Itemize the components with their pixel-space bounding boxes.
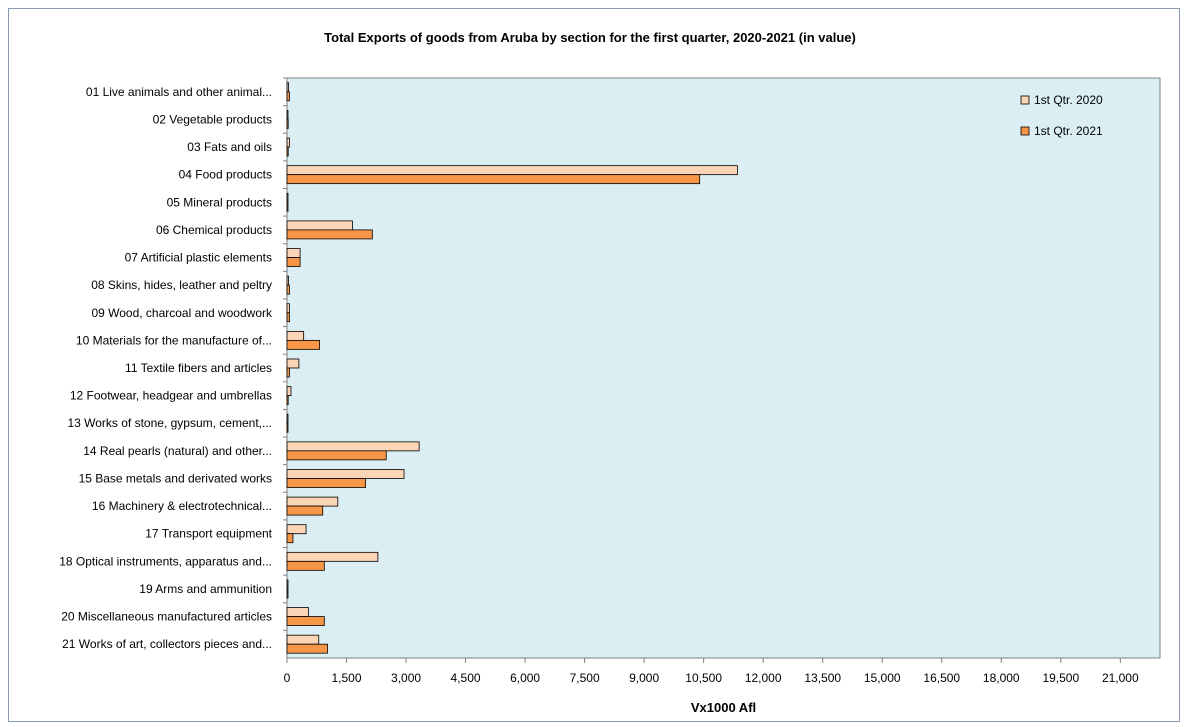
bar-2020-21	[286, 634, 320, 645]
bar-2021-9	[286, 312, 290, 323]
bar-2020-2	[286, 110, 289, 120]
x-tick-label: 16,500	[923, 671, 960, 685]
x-tick-label: 13,500	[804, 671, 841, 685]
x-tick-label: 18,000	[983, 671, 1020, 685]
category-label: 11 Textile fibers and articles	[125, 361, 272, 375]
category-label: 13 Works of stone, gypsum, cement,...	[67, 416, 272, 430]
x-tick-label: 6,000	[510, 671, 540, 685]
legend: 1st Qtr. 2020 1st Qtr. 2021	[1020, 93, 1103, 138]
category-label: 16 Machinery & electrotechnical...	[92, 499, 272, 513]
bar-2021-8	[286, 284, 290, 295]
bar-2020-18	[286, 551, 379, 562]
bar-2021-13	[286, 422, 289, 433]
x-axis-title: Vx1000 Afl	[690, 700, 757, 715]
x-tick-label: 0	[284, 671, 291, 685]
bar-2020-3	[286, 137, 290, 148]
bar-2020-15	[286, 469, 405, 479]
category-label: 21 Works of art, collectors pieces and..…	[62, 637, 272, 651]
bar-2021-20	[286, 616, 325, 626]
x-tick-label: 4,500	[451, 671, 481, 685]
x-tick-label: 21,000	[1102, 671, 1139, 685]
bar-2021-3	[286, 146, 289, 157]
chart-title: Total Exports of goods from Aruba by sec…	[324, 30, 856, 45]
bar-2021-17	[286, 533, 294, 544]
x-tick-label: 19,500	[1042, 671, 1079, 685]
bar-2021-6	[286, 229, 373, 240]
legend-swatch-1	[1020, 95, 1030, 105]
bar-2021-12	[286, 395, 289, 406]
bar-2021-2	[286, 119, 289, 129]
bar-2020-17	[286, 524, 307, 535]
category-label: 03 Fats and oils	[187, 140, 272, 154]
category-label: 06 Chemical products	[156, 223, 272, 237]
category-label: 10 Materials for the manufacture of...	[76, 333, 272, 347]
bar-2020-11	[286, 358, 300, 369]
x-tick-label: 7,500	[570, 671, 600, 685]
bar-2021-7	[286, 257, 301, 267]
category-label: 02 Vegetable products	[153, 112, 272, 126]
bar-2021-14	[286, 450, 387, 461]
bar-2020-20	[286, 607, 309, 617]
x-tick-label: 1,500	[332, 671, 362, 685]
bar-2020-13	[286, 413, 289, 424]
bar-2020-16	[286, 496, 339, 507]
legend-label-1: 1st Qtr. 2020	[1034, 93, 1103, 107]
bar-2021-10	[286, 339, 320, 350]
bar-2020-14	[286, 441, 420, 452]
bar-2021-19	[286, 588, 289, 599]
category-label: 01 Live animals and other animal...	[86, 85, 272, 99]
bar-2021-5	[286, 201, 289, 212]
legend-label-2: 1st Qtr. 2021	[1034, 124, 1103, 138]
bar-2020-1	[286, 82, 289, 93]
bar-2020-9	[286, 303, 290, 314]
axes-group: 01 Live animals and other animal... 02 Ve…	[59, 77, 1160, 685]
category-label: 17 Transport equipment	[145, 527, 272, 541]
bar-2021-15	[286, 478, 366, 488]
x-tick-label: 9,000	[629, 671, 659, 685]
category-label: 18 Optical instruments, apparatus and...	[59, 554, 272, 568]
bar-2020-7	[286, 248, 301, 258]
bar-2021-18	[286, 560, 325, 571]
x-tick-label: 15,000	[864, 671, 901, 685]
legend-swatch-2	[1020, 126, 1030, 136]
category-label: 04 Food products	[179, 168, 272, 182]
bar-2021-1	[286, 91, 290, 102]
category-label: 20 Miscellaneous manufactured articles	[61, 610, 272, 624]
category-label: 09 Wood, charcoal and woodwork	[91, 306, 273, 320]
category-label: 12 Footwear, headgear and umbrellas	[70, 389, 272, 403]
bars-group	[286, 82, 738, 654]
bar-2020-4	[286, 165, 738, 176]
bar-2021-21	[286, 643, 328, 654]
bar-2020-12	[286, 386, 292, 397]
bar-2020-5	[286, 192, 289, 203]
plot-area	[286, 77, 1161, 659]
category-label: 08 Skins, hides, leather and peltry	[91, 278, 272, 292]
category-label: 19 Arms and ammunition	[139, 582, 272, 596]
bar-2021-4	[286, 174, 701, 185]
bar-2020-6	[286, 220, 353, 231]
bar-2020-8	[286, 275, 289, 286]
x-tick-label: 10,500	[685, 671, 722, 685]
bar-2020-19	[286, 579, 289, 590]
category-label: 14 Real pearls (natural) and other...	[83, 444, 272, 458]
bar-2021-16	[286, 505, 324, 516]
x-tick-label: 12,000	[745, 671, 782, 685]
category-label: 05 Mineral products	[167, 195, 272, 209]
bar-2021-11	[286, 367, 290, 378]
x-tick-label: 3,000	[391, 671, 421, 685]
bar-2020-10	[286, 330, 305, 341]
category-label: 15 Base metals and derivated works	[79, 471, 272, 485]
category-label: 07 Artificial plastic elements	[125, 251, 272, 265]
